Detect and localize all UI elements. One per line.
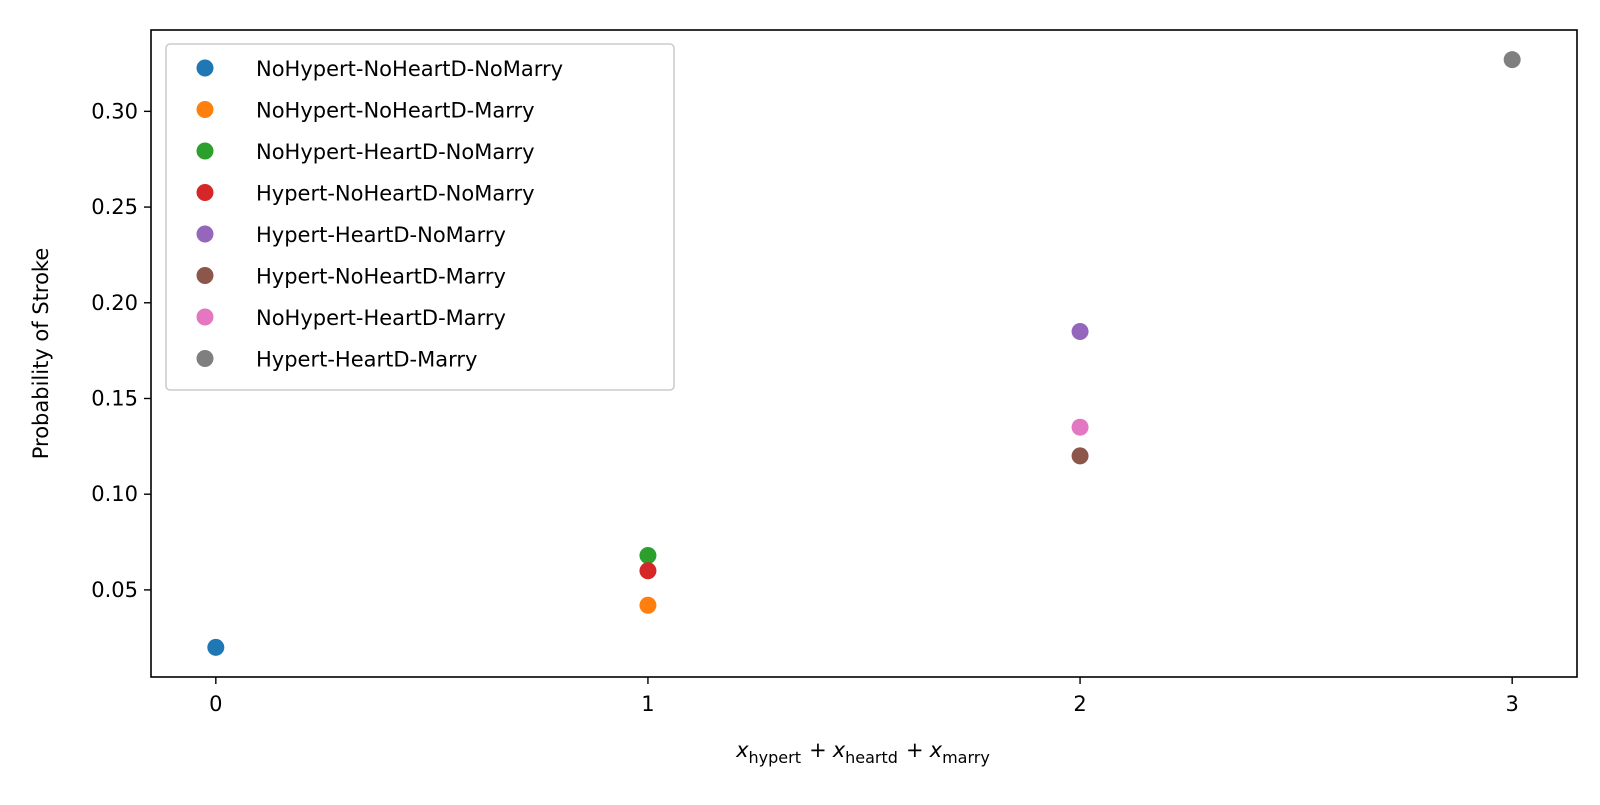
legend-marker bbox=[196, 142, 214, 160]
y-axis-label: Probability of Stroke bbox=[29, 248, 53, 460]
plot-frame bbox=[150, 29, 1578, 678]
y-tick-label: 0.30 bbox=[91, 99, 138, 123]
legend-marker bbox=[196, 59, 214, 77]
legend-label: NoHypert-NoHeartD-Marry bbox=[256, 99, 535, 123]
data-point bbox=[639, 596, 657, 614]
x-tick-label: 2 bbox=[1073, 692, 1086, 716]
legend-marker bbox=[196, 184, 214, 201]
legend-box bbox=[165, 43, 675, 391]
legend-label: NoHypert-NoHeartD-NoMarry bbox=[256, 57, 563, 81]
y-tick-label: 0.15 bbox=[91, 386, 138, 410]
legend-label: Hypert-NoHeartD-NoMarry bbox=[256, 182, 535, 206]
data-points bbox=[207, 51, 1521, 656]
x-label-variable: x bbox=[735, 738, 749, 762]
legend-label: Hypert-NoHeartD-Marry bbox=[256, 265, 506, 289]
x-label-spacer bbox=[898, 738, 900, 762]
x-label-spacer bbox=[801, 738, 803, 762]
data-point bbox=[639, 546, 657, 564]
data-point bbox=[1503, 51, 1521, 69]
x-label-spacer bbox=[990, 738, 992, 762]
legend-label: Hypert-HeartD-NoMarry bbox=[256, 223, 506, 247]
x-label-operator: + bbox=[809, 738, 827, 762]
legend-marker bbox=[196, 350, 214, 367]
x-axis-label: xhypert + xheartd + xmarry bbox=[735, 738, 992, 767]
legend-label: Hypert-HeartD-Marry bbox=[256, 348, 477, 372]
legend-marker bbox=[196, 225, 214, 243]
x-label-variable: x bbox=[929, 738, 943, 762]
legend: NoHypert-NoHeartD-NoMarry NoHypert-NoHear… bbox=[165, 43, 675, 391]
legend-marker bbox=[196, 101, 214, 118]
data-point bbox=[1071, 322, 1089, 340]
x-tick-label: 0 bbox=[209, 692, 222, 716]
axes: 0 1 2 3 0.05 0.10 0.15 0.20 0.25 0.30 bbox=[91, 29, 1578, 716]
data-point bbox=[1071, 418, 1089, 436]
data-point bbox=[639, 562, 657, 580]
legend-label: NoHypert-HeartD-NoMarry bbox=[256, 140, 535, 164]
legend-marker bbox=[196, 308, 214, 326]
y-tick-label: 0.25 bbox=[91, 195, 138, 219]
legend-marker bbox=[196, 267, 214, 284]
y-tick-label: 0.05 bbox=[91, 578, 138, 602]
x-tick-label: 3 bbox=[1505, 692, 1518, 716]
y-tick-label: 0.20 bbox=[91, 291, 138, 315]
y-tick-label: 0.10 bbox=[91, 482, 138, 506]
data-point bbox=[207, 638, 225, 656]
x-label-subscript: heartd bbox=[845, 748, 898, 767]
x-tick-label: 1 bbox=[641, 692, 654, 716]
legend-label: NoHypert-HeartD-Marry bbox=[256, 306, 506, 330]
x-label-operator: + bbox=[906, 738, 924, 762]
data-point bbox=[1071, 447, 1089, 465]
x-label-subscript: hypert bbox=[749, 748, 801, 767]
x-label-variable: x bbox=[832, 738, 846, 762]
x-label-subscript: marry bbox=[942, 748, 990, 767]
